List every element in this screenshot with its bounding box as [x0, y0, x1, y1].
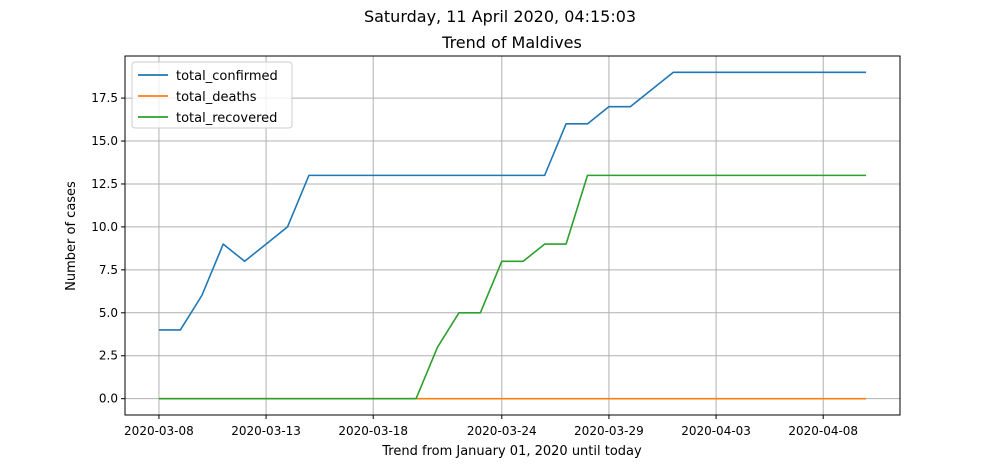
plot-frame [124, 55, 901, 416]
series-line-total-confirmed [158, 71, 867, 331]
grid [125, 56, 900, 415]
x-tick-label: 2020-04-08 [788, 424, 858, 438]
y-tick-label: 10.0 [91, 220, 118, 234]
y-tick-label: 12.5 [91, 177, 118, 191]
legend: total_confirmed total_deaths total_recover… [131, 61, 293, 129]
y-tick-label: 0.0 [99, 392, 118, 406]
y-axis-label: Number of cases [64, 181, 79, 291]
x-tick-label: 2020-03-29 [574, 424, 644, 438]
x-tick-label: 2020-03-13 [231, 424, 301, 438]
y-tick-label: 7.5 [99, 263, 118, 277]
legend-box [131, 61, 293, 129]
x-tick-label: 2020-03-24 [467, 424, 537, 438]
y-tick-label: 5.0 [99, 306, 118, 320]
legend-label: total_confirmed [176, 69, 278, 84]
x-tick-label: 2020-03-18 [338, 424, 408, 438]
series-line-total-recovered [158, 174, 867, 400]
x-axis-label: Trend from January 01, 2020 until today [381, 444, 642, 459]
x-tick-label: 2020-03-08 [124, 424, 194, 438]
legend-label: total_deaths [176, 90, 257, 105]
chart-title: Trend of Maldives [441, 33, 582, 52]
y-tick-label: 15.0 [91, 134, 118, 148]
y-tick-label: 17.5 [91, 91, 118, 105]
chart-suptitle: Saturday, 11 April 2020, 04:15:03 [364, 7, 636, 26]
y-tick-label: 2.5 [99, 349, 118, 363]
legend-label: total_recovered [176, 111, 277, 126]
x-tick-label: 2020-04-03 [681, 424, 751, 438]
y-axis-ticks: 0.0 2.5 5.0 7.5 10.0 12.5 15.0 17.5 [91, 91, 125, 406]
x-axis-ticks: 2020-03-08 2020-03-13 2020-03-18 2020-03-24… [124, 415, 858, 438]
series-lines [158, 71, 867, 400]
